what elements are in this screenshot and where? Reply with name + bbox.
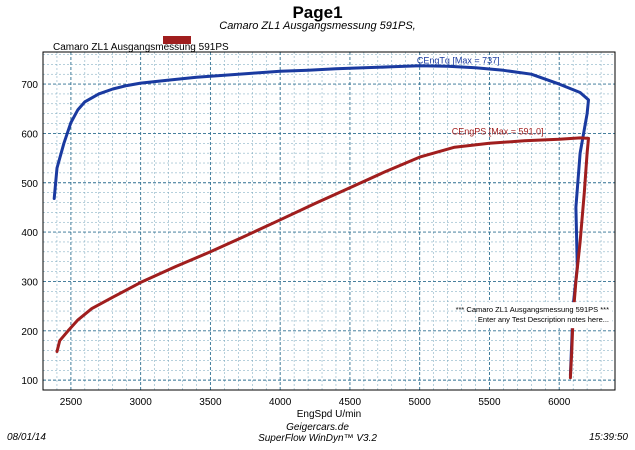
annotation-line-2: Enter any Test Description notes here... — [478, 315, 609, 324]
y-tick-label: 300 — [21, 277, 38, 288]
y-tick-label: 100 — [21, 376, 38, 387]
plot-frame — [42, 51, 616, 391]
y-tick-label: 600 — [21, 129, 38, 140]
x-tick-label: 4500 — [339, 397, 362, 408]
footer-site: Geigercars.de — [286, 422, 349, 433]
series-label-cengtq: CEngTq [Max = 737] — [417, 55, 500, 65]
annotation-line-1: *** Camaro ZL1 Ausgangsmessung 591PS *** — [456, 305, 610, 314]
x-tick-label: 5500 — [478, 397, 501, 408]
y-tick-label: 700 — [21, 80, 38, 91]
series-label-cengps: CEngPS [Max = 591.0] — [452, 126, 544, 136]
legend-swatch — [163, 36, 191, 44]
x-tick-label: 2500 — [60, 397, 83, 408]
footer-software: SuperFlow WinDyn™ V3.2 — [258, 433, 377, 444]
x-axis-label: EngSpd U/min — [297, 409, 361, 420]
report-time: 15:39:50 — [589, 432, 628, 443]
x-tick-label: 3500 — [199, 397, 222, 408]
y-tick-label: 200 — [21, 327, 38, 338]
y-tick-label: 400 — [21, 228, 38, 239]
page-title: Page1 — [292, 3, 343, 22]
series-line-cengtq — [52, 64, 590, 377]
annotation-box — [476, 302, 612, 329]
legend-label: Camaro ZL1 Ausgangsmessung 591PS — [53, 42, 229, 53]
x-tick-label: 4000 — [269, 397, 292, 408]
x-tick-label: 3000 — [130, 397, 153, 408]
x-tick-label: 6000 — [548, 397, 571, 408]
report-date: 08/01/14 — [7, 432, 46, 443]
x-tick-label: 5000 — [409, 397, 432, 408]
y-tick-label: 500 — [21, 179, 38, 190]
chart-subtitle: Camaro ZL1 Ausgangsmessung 591PS, — [219, 20, 416, 32]
series-line-cengps — [55, 136, 590, 380]
legend: Camaro ZL1 Ausgangsmessung 591PS — [53, 36, 229, 53]
